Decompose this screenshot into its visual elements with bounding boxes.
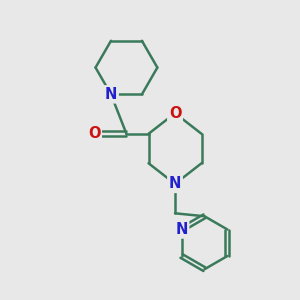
Text: O: O [169, 106, 181, 121]
Text: N: N [175, 222, 188, 237]
Text: N: N [169, 176, 181, 191]
Text: N: N [105, 87, 117, 102]
Text: O: O [88, 126, 100, 141]
